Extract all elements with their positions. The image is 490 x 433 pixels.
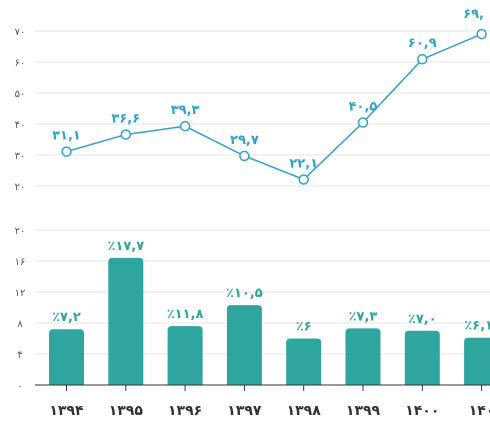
line-point [239, 150, 250, 162]
bar [345, 328, 381, 385]
x-category-label: ۱۳۹۹ [346, 403, 381, 419]
line-y-tick-label: ۵۰ [15, 89, 26, 100]
bar-data-label: ٪۱۰,۵ [226, 286, 263, 301]
bar [226, 305, 262, 385]
x-category-label: ۱۳۹۷ [227, 403, 262, 419]
bar-data-label: ٪۷,۰ [408, 312, 437, 327]
bar [167, 326, 203, 385]
bar [464, 337, 490, 385]
line-y-tick-label: ۳۰ [15, 151, 26, 162]
line-point [476, 28, 487, 40]
bar-y-tick-label: ۱۲ [15, 288, 26, 299]
bar [404, 330, 440, 385]
line-data-label: ۳۶,۶ [111, 112, 140, 127]
line-point [417, 53, 428, 65]
bar-y-tick-label: ۲۰ [15, 226, 26, 237]
line-y-tick-label: ۴۰ [15, 120, 26, 131]
line-point [298, 174, 309, 185]
x-category-label: ۱۴۰۰ [405, 403, 439, 419]
bar-y-tick-label: ۴ [17, 350, 22, 361]
bar-data-label: ٪۶,۱ [464, 319, 490, 334]
line-point [179, 120, 191, 132]
x-category-label: ۱۴۰ [469, 403, 490, 419]
line-y-tick-label: ۶۰ [15, 58, 26, 69]
line-y-tick-label: ۲۰ [15, 182, 26, 193]
bar-data-label: ٪۷,۲ [52, 310, 81, 325]
bar-y-tick-label: ۰ [17, 381, 22, 392]
bar-chart-panel: ۰ ۴ ۸ ۱۲ ۱۶ ۲۰ ٪۷,۲ ۱۳۹۴ ٪۱۷,۷ ۱۳۹۵ ٪۱۱,۸ ۱۳۹۶ ٪۱۰,۵… [15, 226, 490, 419]
line-data-label: ۴۰,۵ [349, 99, 378, 114]
bar [108, 257, 144, 385]
bar-y-tick-label: ۸ [17, 319, 23, 330]
line-point [120, 129, 132, 140]
bar-data-label: ٪۷,۳ [349, 309, 378, 324]
bar [286, 338, 322, 385]
bar-y-tick-label: ۱۶ [15, 257, 26, 268]
line-series [66, 33, 482, 181]
x-category-label: ۱۳۹۵ [109, 403, 144, 419]
line-point [61, 146, 72, 157]
x-category-label: ۱۳۹۶ [168, 403, 202, 419]
bar-data-label: ٪۱۷,۷ [107, 239, 144, 254]
line-chart-panel: ۲۰ ۳۰ ۴۰ ۵۰ ۶۰ ۷۰ ۳۱,۱ ۳۶,۶ ۳۹,۳ ۲۹,۷ ۲۲,۱ ۴۰,۵ ۶۰,۹… [15, 7, 490, 193]
line-data-label: ۲۹,۷ [230, 133, 259, 148]
bar-data-label: ٪۶ [296, 320, 312, 335]
line-data-label: ۲۲,۱ [289, 156, 318, 171]
bar-data-label: ٪۱۱,۸ [167, 307, 204, 322]
x-category-label: ۱۳۹۴ [49, 403, 84, 419]
line-data-label: ۶۰,۹ [408, 36, 437, 51]
line-data-label: ۶۹, [463, 7, 484, 22]
line-y-tick-label: ۷۰ [15, 27, 26, 38]
line-data-label: ۳۹,۳ [171, 103, 200, 118]
x-category-label: ۱۳۹۸ [287, 403, 322, 419]
line-point [357, 117, 369, 128]
line-data-label: ۳۱,۱ [52, 129, 81, 144]
bar [49, 329, 84, 385]
